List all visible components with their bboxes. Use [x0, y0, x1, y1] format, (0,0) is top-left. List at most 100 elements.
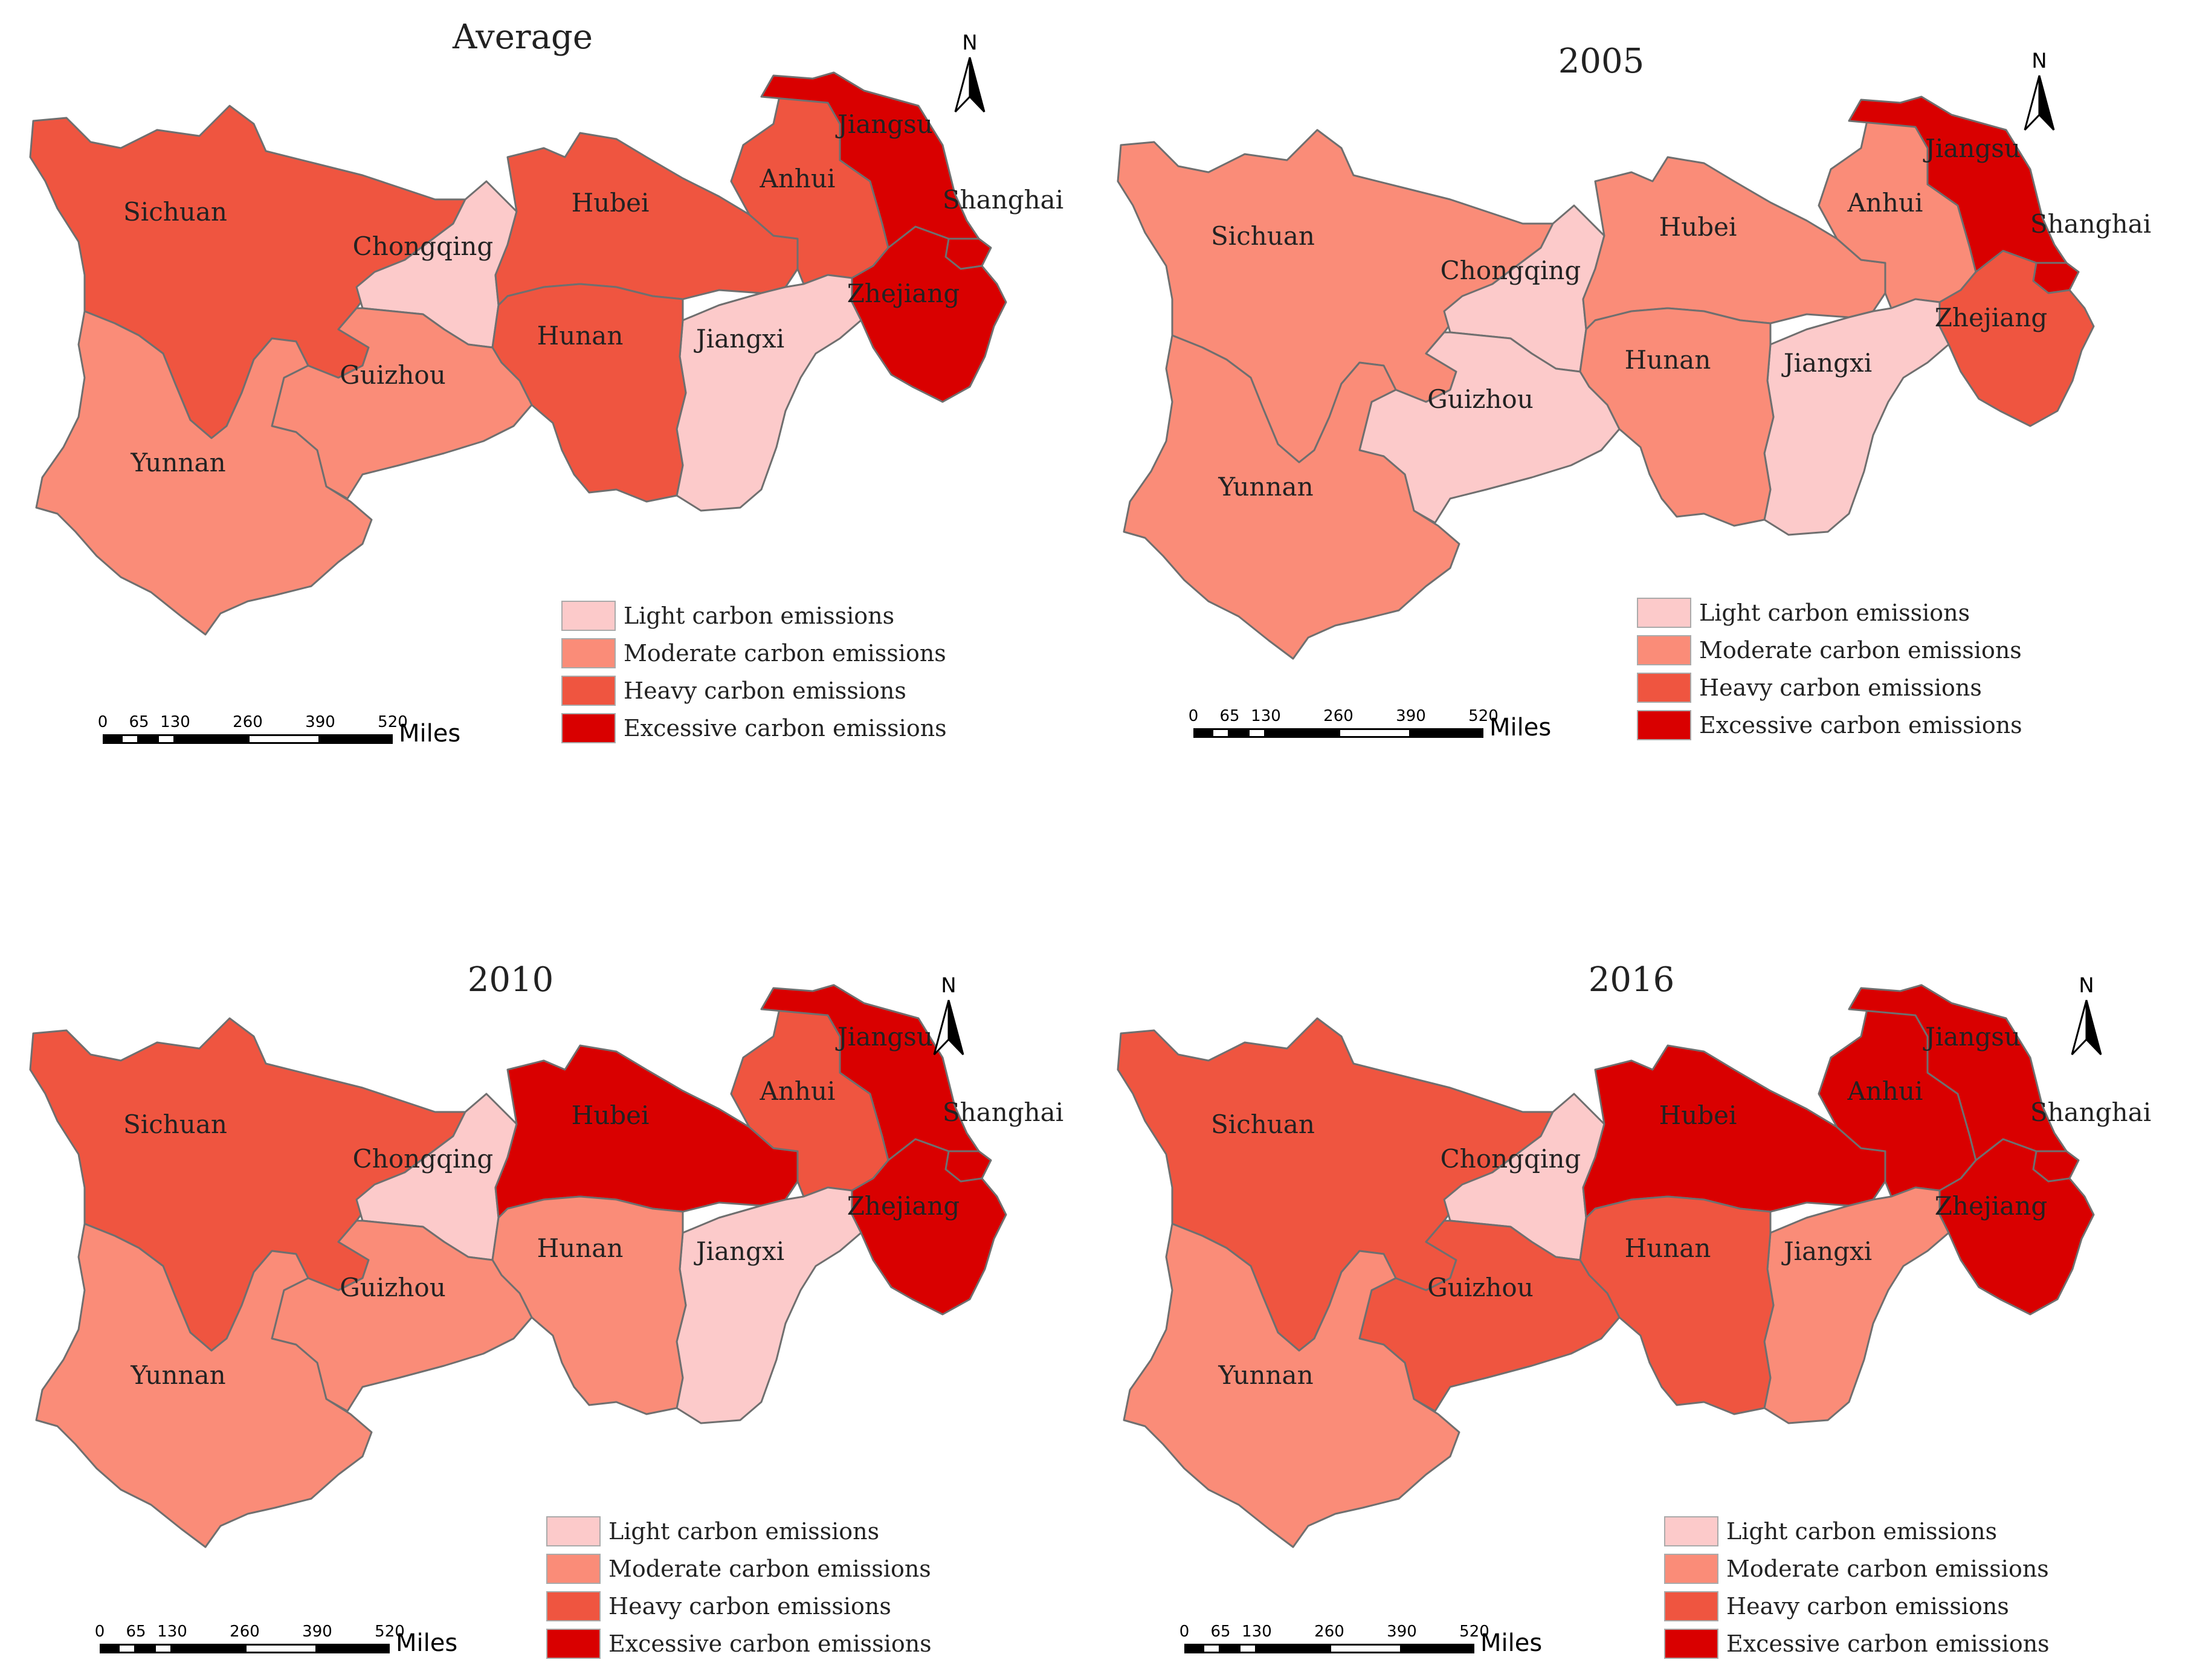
legend-swatch-excessive	[561, 713, 616, 743]
province-label-jiangsu: Jiangsu	[1923, 134, 2021, 163]
legend-swatch-heavy	[1664, 1591, 1718, 1621]
legend-label-heavy: Heavy carbon emissions	[1726, 1593, 2009, 1620]
legend-swatch-light	[1637, 598, 1691, 628]
scale-tick-65: 65	[129, 713, 149, 731]
province-label-anhui: Anhui	[1847, 188, 1923, 218]
province-label-zhejiang: Zhejiang	[847, 279, 960, 308]
province-label-anhui: Anhui	[1847, 1076, 1923, 1106]
legend-swatch-moderate	[1664, 1554, 1718, 1584]
north-arrow-icon: N	[2024, 49, 2055, 131]
legend-label-excessive: Excessive carbon emissions	[624, 715, 947, 741]
province-label-hunan: Hunan	[537, 1233, 624, 1263]
legend-label-excessive: Excessive carbon emissions	[608, 1630, 932, 1657]
legend-swatch-excessive	[1637, 710, 1691, 740]
province-label-chongqing: Chongqing	[353, 231, 494, 261]
scale-tick-260: 260	[230, 1623, 260, 1641]
province-label-hubei: Hubei	[572, 188, 650, 218]
province-label-yunnan: Yunnan	[130, 1360, 225, 1390]
province-label-chongqing: Chongqing	[1441, 256, 1581, 285]
scale-unit: Miles	[399, 720, 460, 748]
legend-label-heavy: Heavy carbon emissions	[624, 677, 906, 704]
north-label: N	[962, 31, 977, 55]
province-label-hubei: Hubei	[1659, 212, 1737, 242]
province-label-jiangxi: Jiangxi	[694, 324, 784, 354]
province-label-guizhou: Guizhou	[1427, 384, 1534, 414]
scale-tick-520: 520	[378, 713, 408, 731]
province-label-yunnan: Yunnan	[1218, 472, 1313, 502]
legend-swatch-moderate	[561, 638, 616, 668]
legend: Light carbon emissions Moderate carbon em…	[1637, 598, 2022, 740]
north-label: N	[2079, 974, 2094, 998]
scale-tick-260: 260	[233, 713, 263, 731]
legend-label-light: Light carbon emissions	[1726, 1518, 1997, 1545]
province-label-guizhou: Guizhou	[340, 360, 446, 390]
legend-label-light: Light carbon emissions	[1699, 599, 1970, 626]
scale-tick-130: 130	[1242, 1623, 1272, 1641]
province-label-shanghai: Shanghai	[943, 185, 1063, 215]
province-label-hunan: Hunan	[1625, 345, 1711, 375]
legend-label-moderate: Moderate carbon emissions	[608, 1556, 931, 1582]
legend-label-moderate: Moderate carbon emissions	[624, 640, 946, 667]
scale-tick-0: 0	[1189, 707, 1199, 725]
legend-label-excessive: Excessive carbon emissions	[1699, 712, 2022, 738]
province-label-jiangxi: Jiangxi	[1781, 348, 1872, 378]
province-label-zhejiang: Zhejiang	[1935, 303, 2048, 332]
scale-tick-520: 520	[1459, 1623, 1489, 1641]
scale-unit: Miles	[396, 1629, 457, 1657]
legend: Light carbon emissions Moderate carbon em…	[561, 601, 947, 743]
province-label-shanghai: Shanghai	[2030, 209, 2151, 239]
province-label-guizhou: Guizhou	[1427, 1273, 1534, 1302]
province-layer: SichuanChongqingHubeiAnhuiJiangsuShangha…	[29, 984, 1063, 1548]
legend-swatch-excessive	[546, 1629, 601, 1659]
north-label: N	[941, 974, 956, 998]
province-label-chongqing: Chongqing	[1441, 1144, 1581, 1174]
province-label-anhui: Anhui	[760, 164, 836, 193]
scale-tick-390: 390	[302, 1623, 332, 1641]
legend-label-light: Light carbon emissions	[608, 1518, 879, 1545]
scale-tick-130: 130	[157, 1623, 187, 1641]
province-label-yunnan: Yunnan	[1218, 1360, 1313, 1390]
north-arrow-icon: N	[2071, 974, 2102, 1056]
province-label-zhejiang: Zhejiang	[847, 1191, 960, 1221]
province-layer: SichuanChongqingHubeiAnhuiJiangsuShangha…	[1117, 95, 2151, 660]
province-label-hubei: Hubei	[1659, 1100, 1737, 1130]
scale-tick-390: 390	[1387, 1623, 1417, 1641]
province-label-yunnan: Yunnan	[130, 448, 225, 477]
legend-label-heavy: Heavy carbon emissions	[1699, 674, 1982, 701]
province-label-jiangsu: Jiangsu	[1923, 1022, 2021, 1052]
province-label-shanghai: Shanghai	[2030, 1097, 2151, 1127]
scale-unit: Miles	[1489, 714, 1551, 741]
province-yunnan	[35, 310, 373, 636]
province-label-zhejiang: Zhejiang	[1935, 1191, 2048, 1221]
legend-label-moderate: Moderate carbon emissions	[1699, 637, 2022, 664]
north-label: N	[2031, 49, 2047, 73]
map-panel-2010: 2010 Sichuan Chongqing Hubei Anhui Jiangsu Sha…	[29, 960, 1063, 1659]
map-title: 2010	[468, 960, 554, 1000]
legend: Light carbon emissions Moderate carbon em…	[1664, 1516, 2050, 1659]
legend-label-heavy: Heavy carbon emissions	[608, 1593, 891, 1620]
scale-tick-390: 390	[1396, 707, 1426, 725]
scale-tick-65: 65	[1210, 1623, 1230, 1641]
province-label-jiangxi: Jiangxi	[1781, 1236, 1872, 1266]
province-label-jiangxi: Jiangxi	[694, 1236, 784, 1266]
legend-label-light: Light carbon emissions	[624, 603, 894, 629]
map-title: Average	[452, 18, 593, 57]
legend-swatch-heavy	[1637, 673, 1691, 703]
province-label-guizhou: Guizhou	[340, 1273, 446, 1302]
legend-swatch-light	[561, 601, 616, 631]
scale-tick-65: 65	[1219, 707, 1239, 725]
province-label-sichuan: Sichuan	[1211, 1110, 1315, 1139]
province-layer: SichuanChongqingHubeiAnhuiJiangsuShangha…	[29, 71, 1063, 636]
province-label-sichuan: Sichuan	[123, 1110, 227, 1139]
scale-tick-520: 520	[1468, 707, 1499, 725]
scale-tick-0: 0	[98, 713, 108, 731]
north-arrow-icon: N	[954, 31, 986, 113]
north-arrow-icon: N	[933, 974, 964, 1056]
province-label-shanghai: Shanghai	[943, 1097, 1063, 1127]
